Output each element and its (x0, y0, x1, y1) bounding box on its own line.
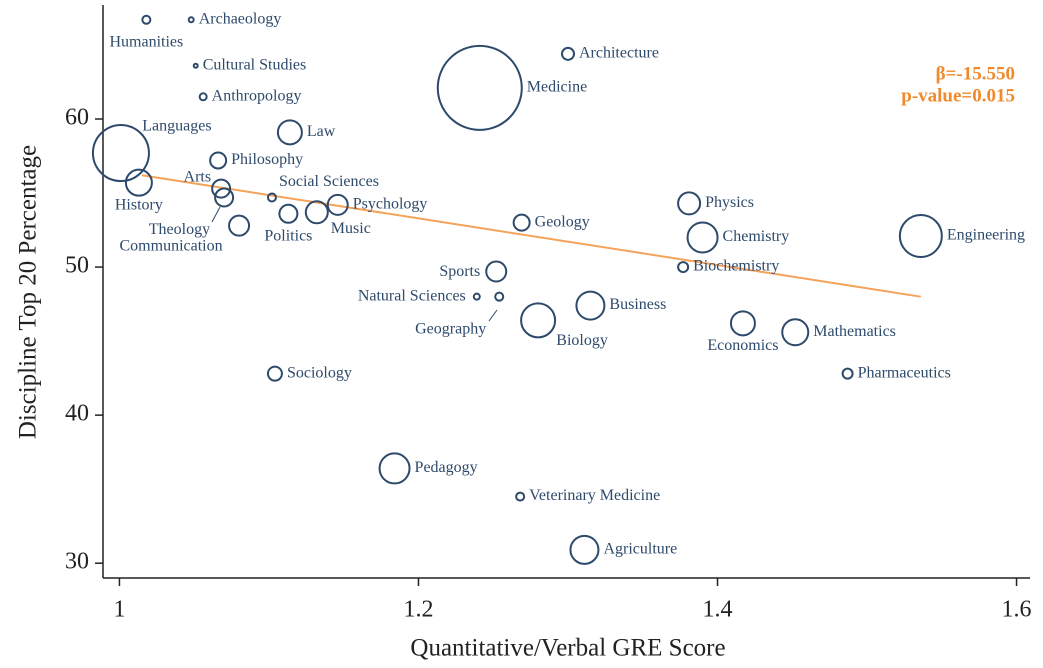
bubble (124, 168, 153, 197)
bubble (91, 124, 150, 183)
bubble (276, 119, 303, 146)
point-label: Pedagogy (415, 459, 478, 476)
point-label: Geology (535, 213, 590, 230)
point-label: Biochemistry (693, 258, 779, 275)
bubble (494, 291, 505, 302)
point-label: History (115, 196, 163, 213)
x-tick-label: 1.4 (703, 597, 733, 623)
bubble (278, 203, 299, 224)
bubble (686, 221, 719, 254)
point-label: Economics (707, 337, 778, 354)
point-label: Politics (264, 227, 312, 244)
x-axis-title: Quantitative/Verbal GRE Score (410, 635, 725, 662)
point-label: Languages (142, 118, 211, 135)
bubble (436, 44, 523, 131)
point-label: Geography (415, 320, 486, 337)
bubble (266, 192, 277, 203)
bubble (512, 213, 531, 232)
point-label: Sociology (287, 364, 352, 381)
bubble (575, 290, 606, 321)
bubble (214, 187, 235, 208)
bubble (677, 191, 702, 216)
leader-arrow (211, 206, 221, 223)
point-label: Archaeology (199, 10, 282, 27)
bubble (198, 92, 208, 102)
y-axis-title: Discipline Top 20 Percentage (15, 145, 42, 439)
bubble (209, 151, 228, 170)
point-label: Business (609, 296, 666, 313)
bubble (228, 214, 251, 237)
point-label: Psychology (353, 196, 428, 213)
point-label: Agriculture (603, 541, 677, 558)
point-label: Mathematics (813, 323, 896, 340)
point-label: Music (331, 220, 371, 237)
point-label: Communication (120, 237, 223, 254)
bubble (677, 261, 690, 274)
x-tick-label: 1 (113, 597, 125, 623)
y-tick-label: 40 (65, 401, 89, 427)
point-label: Humanities (109, 33, 183, 50)
bubble (378, 452, 411, 485)
point-label: Engineering (947, 227, 1025, 244)
bubble (515, 491, 526, 502)
bubble (192, 62, 199, 69)
bubble (187, 16, 195, 24)
bubble (781, 318, 810, 347)
point-label: Law (307, 123, 336, 140)
point-label: Architecture (579, 45, 659, 62)
annotation: p-value=0.015 (901, 85, 1015, 106)
point-label: Sports (439, 263, 480, 280)
y-tick-label: 60 (65, 105, 89, 131)
bubble (472, 292, 481, 301)
y-tick-label: 50 (65, 253, 89, 279)
point-label: Biology (556, 332, 608, 349)
x-tick-label: 1.6 (1002, 597, 1032, 623)
x-tick-label: 1.2 (403, 597, 433, 623)
point-label: Theology (149, 221, 210, 238)
bubble (560, 46, 575, 61)
point-label: Veterinary Medicine (529, 487, 660, 504)
bubble (841, 367, 854, 380)
y-tick-label: 30 (65, 549, 89, 575)
leader-arrow (488, 309, 498, 322)
bubble (211, 178, 232, 199)
bubble (304, 200, 329, 225)
point-label: Arts (184, 168, 212, 185)
bubble (485, 260, 508, 283)
point-label: Pharmaceutics (858, 364, 951, 381)
bubble (141, 14, 152, 25)
point-label: Physics (705, 194, 754, 211)
bubble (729, 310, 756, 337)
point-label: Philosophy (231, 151, 303, 168)
bubble (266, 365, 283, 382)
point-label: Social Sciences (279, 173, 379, 190)
bubble (898, 213, 943, 258)
point-label: Chemistry (723, 228, 790, 245)
point-label: Natural Sciences (358, 287, 466, 304)
point-label: Anthropology (212, 87, 302, 104)
point-label: Cultural Studies (203, 56, 307, 73)
bubble (569, 534, 600, 565)
point-label: Medicine (527, 79, 587, 96)
bubble (520, 302, 557, 339)
bubble (326, 193, 349, 216)
fit-line (141, 174, 922, 298)
annotation: β=-15.550 (936, 63, 1015, 84)
